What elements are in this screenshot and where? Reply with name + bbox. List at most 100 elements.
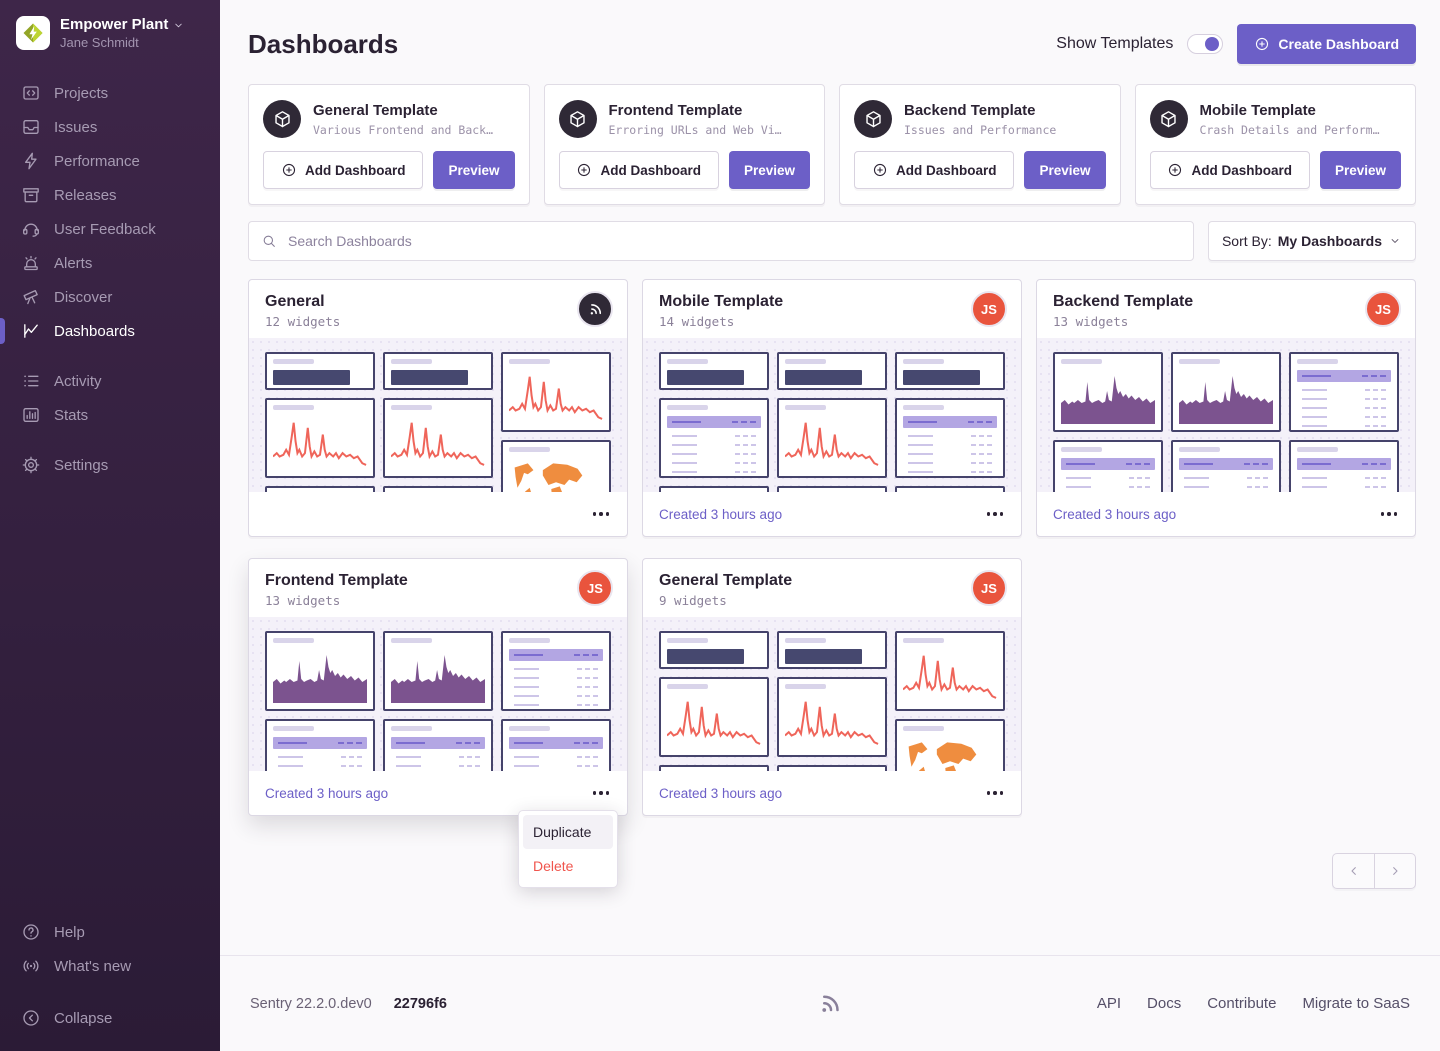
widget-column [1171, 352, 1281, 492]
widget-column [895, 352, 1005, 492]
dashboard-card-head[interactable]: Mobile Template 14 widgets JS [643, 280, 1021, 338]
dashboard-preview[interactable] [643, 617, 1021, 771]
preview-button[interactable]: Preview [1024, 151, 1106, 189]
sidebar-item-alerts[interactable]: Alerts [0, 246, 220, 280]
footer-link-contribute[interactable]: Contribute [1207, 995, 1277, 1012]
filter-row: Sort By: My Dashboards [248, 221, 1416, 261]
dashboard-card-head[interactable]: Backend Template 13 widgets JS [1037, 280, 1415, 338]
sidebar-item-projects[interactable]: Projects [0, 76, 220, 110]
sidebar-item-help[interactable]: Help [0, 915, 220, 949]
sidebar: Empower Plant Jane Schmidt Projects Issue… [0, 0, 220, 1051]
page-footer: Sentry 22.2.0.dev0 22796f6 API Docs Contri… [220, 955, 1440, 1051]
sidebar-item-issues[interactable]: Issues [0, 110, 220, 144]
card-menu-button[interactable] [591, 506, 612, 522]
dashboard-preview[interactable] [249, 338, 627, 492]
dashboard-preview[interactable] [643, 338, 1021, 492]
performance-icon [21, 151, 41, 171]
mini-widget-area [265, 631, 375, 711]
mini-widget-stub [659, 765, 769, 771]
widget-column [895, 631, 1005, 771]
sidebar-item-label: Alerts [54, 254, 93, 272]
sidebar-item-discover[interactable]: Discover [0, 280, 220, 314]
sidebar-item-what-s-new[interactable]: What's new [0, 949, 220, 983]
footer-link-docs[interactable]: Docs [1147, 995, 1182, 1012]
collapse-icon [21, 1008, 41, 1028]
add-dashboard-button[interactable]: Add Dashboard [263, 151, 424, 189]
mini-widget-bignumber [777, 352, 887, 390]
dashboard-preview[interactable] [249, 617, 627, 771]
template-title: Backend Template [904, 102, 1036, 119]
mini-widget-stub [895, 486, 1005, 492]
header-controls: Show Templates Create Dashboard [1056, 24, 1416, 64]
dashboards-icon [21, 321, 41, 341]
mini-widget-map [501, 440, 611, 492]
user-avatar: JS [577, 570, 613, 606]
template-card-head: General Template Various Frontend and Bac… [263, 100, 515, 138]
template-description: Erroring URLs and Web Vi… [608, 123, 782, 137]
dashboard-card-head[interactable]: General 12 widgets [249, 280, 627, 338]
context-menu-item-duplicate[interactable]: Duplicate [523, 815, 613, 849]
sidebar-collapse-button[interactable]: Collapse [0, 1001, 220, 1035]
template-card-head: Mobile Template Crash Details and Perform… [1149, 100, 1402, 138]
next-page-button[interactable] [1374, 854, 1415, 888]
plus-circle-icon [281, 162, 297, 178]
dashboard-card-general-template: General Template 9 widgets JS Created 3 hou… [642, 558, 1022, 816]
sidebar-item-label: Collapse [54, 1009, 113, 1027]
preview-button[interactable]: Preview [728, 151, 810, 189]
template-title: General Template [313, 102, 438, 119]
footer-links: API Docs Contribute Migrate to SaaS [1097, 995, 1410, 1012]
card-menu-button[interactable] [1379, 506, 1400, 522]
dashboard-card-general: General 12 widgets [248, 279, 628, 537]
mini-widget-area [383, 631, 493, 711]
dashboard-preview[interactable] [1037, 338, 1415, 492]
dashboard-card-head[interactable]: Frontend Template 13 widgets JS [249, 559, 627, 617]
add-dashboard-button[interactable]: Add Dashboard [854, 151, 1015, 189]
dashboard-card-footer: Created 3 hours ago [643, 771, 1021, 815]
widget-column [265, 631, 375, 771]
add-dashboard-button[interactable]: Add Dashboard [1149, 151, 1310, 189]
footer-link-api[interactable]: API [1096, 995, 1122, 1012]
preview-button[interactable]: Preview [433, 151, 515, 189]
plus-circle-icon [872, 162, 888, 178]
create-dashboard-button[interactable]: Create Dashboard [1237, 24, 1416, 64]
mini-widget-area [1171, 352, 1281, 432]
sidebar-item-dashboards[interactable]: Dashboards [0, 314, 220, 348]
add-dashboard-button[interactable]: Add Dashboard [558, 151, 719, 189]
sidebar-item-performance[interactable]: Performance [0, 144, 220, 178]
sidebar-item-label: User Feedback [54, 220, 156, 238]
card-menu-button[interactable] [985, 506, 1006, 522]
widget-column [1289, 352, 1399, 492]
sidebar-item-releases[interactable]: Releases [0, 178, 220, 212]
context-menu-item-delete[interactable]: Delete [533, 858, 574, 874]
sidebar-item-stats[interactable]: Stats [0, 398, 220, 432]
widget-count: 9 widgets [659, 593, 727, 608]
template-buttons: Add Dashboard Preview [854, 151, 1106, 189]
content: Dashboards Show Templates Create Dashboa… [220, 0, 1440, 955]
org-logo [16, 16, 50, 50]
footer-link-migrate-to-saas[interactable]: Migrate to SaaS [1302, 995, 1410, 1012]
cube-icon [1158, 109, 1179, 130]
org-switcher[interactable]: Empower Plant Jane Schmidt [0, 16, 220, 50]
card-menu-button[interactable] [985, 785, 1006, 801]
sidebar-item-label: Settings [54, 456, 109, 474]
card-menu-button[interactable] [591, 785, 612, 801]
widget-column [777, 352, 887, 492]
help-icon [21, 922, 41, 942]
empower-plant-logo-icon [21, 21, 45, 45]
mini-widget-table [1171, 440, 1281, 492]
sidebar-item-settings[interactable]: Settings [0, 448, 220, 482]
sort-dropdown[interactable]: Sort By: My Dashboards [1208, 221, 1416, 261]
dashboard-card-head[interactable]: General Template 9 widgets JS [643, 559, 1021, 617]
template-row: General Template Various Frontend and Bac… [248, 84, 1416, 205]
prev-page-button[interactable] [1333, 854, 1374, 888]
sidebar-item-activity[interactable]: Activity [0, 364, 220, 398]
template-icon [558, 100, 597, 138]
search-input[interactable] [286, 232, 1181, 250]
sidebar-item-label: What's new [54, 957, 132, 975]
sidebar-bottom-nav: Help What's new Collapse [0, 915, 220, 1035]
mini-widget-table [895, 398, 1005, 478]
preview-button[interactable]: Preview [1319, 151, 1401, 189]
sentry-logo-icon [815, 989, 845, 1019]
show-templates-toggle[interactable] [1187, 34, 1224, 54]
sidebar-item-user-feedback[interactable]: User Feedback [0, 212, 220, 246]
